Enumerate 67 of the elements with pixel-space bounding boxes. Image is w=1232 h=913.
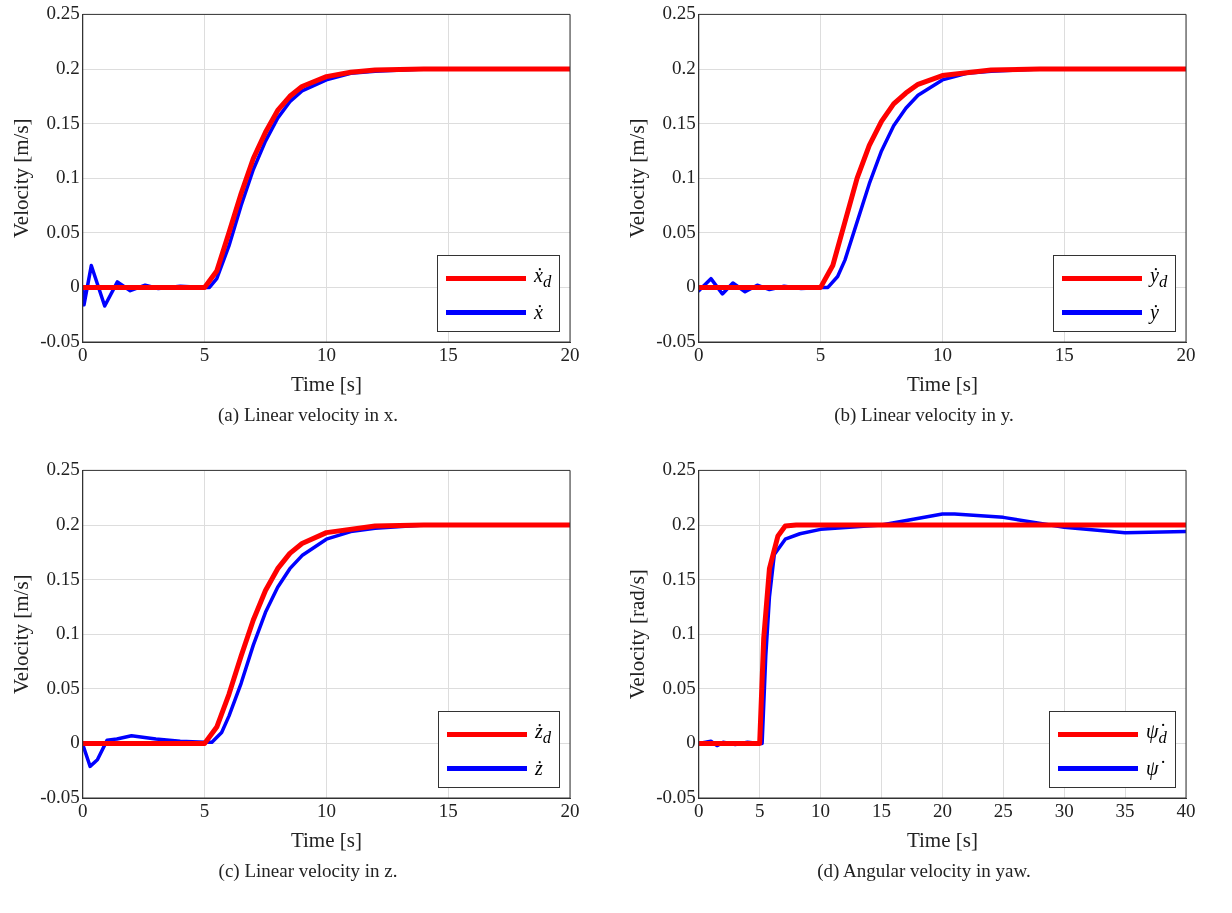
y-axis-title: Velocity [rad/s] xyxy=(625,569,650,700)
y-tick-label: 0.2 xyxy=(56,56,80,78)
y-tick-label: 0 xyxy=(686,275,696,297)
y-tick-label: -0.05 xyxy=(40,329,80,351)
y-tick-label: 0.05 xyxy=(662,220,696,242)
y-tick-label: 0.2 xyxy=(56,512,80,534)
legend-label: ż xyxy=(535,756,543,781)
x-tick-label: 20 xyxy=(1176,344,1196,366)
y-tick-label: -0.05 xyxy=(656,329,696,351)
y-tick-label: 0.15 xyxy=(662,567,696,589)
text: (d) Angular velocity in yaw. xyxy=(816,860,1032,882)
y-tick-label: 0 xyxy=(70,275,80,297)
y-tick-label: 0.25 xyxy=(662,458,696,480)
x-axis-title: Time [s] xyxy=(290,827,362,852)
legend-label: ẏ xyxy=(1150,300,1159,326)
y-tick-label: 0.1 xyxy=(672,622,696,644)
text: (c) Linear velocity in z. xyxy=(217,860,399,882)
x-tick-label: 10 xyxy=(316,800,336,822)
y-tick-label: 0.25 xyxy=(46,458,80,480)
y-tick-label: 0.2 xyxy=(672,56,696,78)
x-tick-label: 15 xyxy=(871,800,891,822)
y-axis-title: Velocity [m/s] xyxy=(9,118,34,238)
legend-label: ẋ xyxy=(534,300,543,325)
x-tick-label: 15 xyxy=(438,344,458,366)
x-axis-title: Time [s] xyxy=(906,827,978,852)
y-axis-title: Velocity [m/s] xyxy=(625,118,650,238)
x-tick-label: 15 xyxy=(1054,344,1074,366)
y-tick-label: 0.1 xyxy=(672,166,696,188)
y-tick-label: 0.15 xyxy=(46,111,80,133)
y-tick-label: 0.1 xyxy=(56,166,80,188)
y-tick-label: 0.2 xyxy=(672,512,696,534)
x-tick-label: 25 xyxy=(993,800,1013,822)
legend-label: ψ̇$_{d}$ xyxy=(1146,719,1167,749)
legend-label: ẋ$_{d}$ xyxy=(534,263,552,293)
y-tick-label: 0.25 xyxy=(662,2,696,24)
x-tick-label: 5 xyxy=(199,344,210,366)
y-tick-label: 0 xyxy=(70,731,80,753)
y-tick-label: 0 xyxy=(686,731,696,753)
text: (b) Linear velocity in y. xyxy=(833,404,1015,426)
x-tick-label: 10 xyxy=(811,800,831,822)
x-tick-label: 10 xyxy=(932,344,952,366)
y-tick-label: 0.25 xyxy=(46,2,80,24)
y-tick-label: 0.15 xyxy=(662,111,696,133)
x-tick-label: 30 xyxy=(1054,800,1074,822)
y-tick-label: 0.15 xyxy=(46,567,80,589)
x-tick-label: 20 xyxy=(560,344,580,366)
x-axis-title: Time [s] xyxy=(290,371,362,396)
y-tick-label: 0.1 xyxy=(56,622,80,644)
x-axis-title: Time [s] xyxy=(906,371,978,396)
text: (a) Linear velocity in x. xyxy=(217,404,399,426)
y-tick-label: 0.05 xyxy=(662,676,696,698)
x-tick-label: 5 xyxy=(815,344,826,366)
y-tick-label: -0.05 xyxy=(40,785,80,807)
x-tick-label: 20 xyxy=(932,800,952,822)
x-tick-label: 5 xyxy=(754,800,765,822)
y-tick-label: 0.05 xyxy=(46,676,80,698)
y-axis-title: Velocity [m/s] xyxy=(9,574,34,694)
x-tick-label: 15 xyxy=(438,800,458,822)
x-tick-label: 35 xyxy=(1115,800,1135,822)
y-tick-label: 0.05 xyxy=(46,220,80,242)
legend-label: ż$_{d}$ xyxy=(535,719,552,749)
x-tick-label: 40 xyxy=(1176,800,1196,822)
x-tick-label: 20 xyxy=(560,800,580,822)
legend-label: ẏ$_{d}$ xyxy=(1150,263,1168,293)
x-tick-label: 10 xyxy=(316,344,336,366)
x-tick-label: 5 xyxy=(199,800,210,822)
y-tick-label: -0.05 xyxy=(656,785,696,807)
